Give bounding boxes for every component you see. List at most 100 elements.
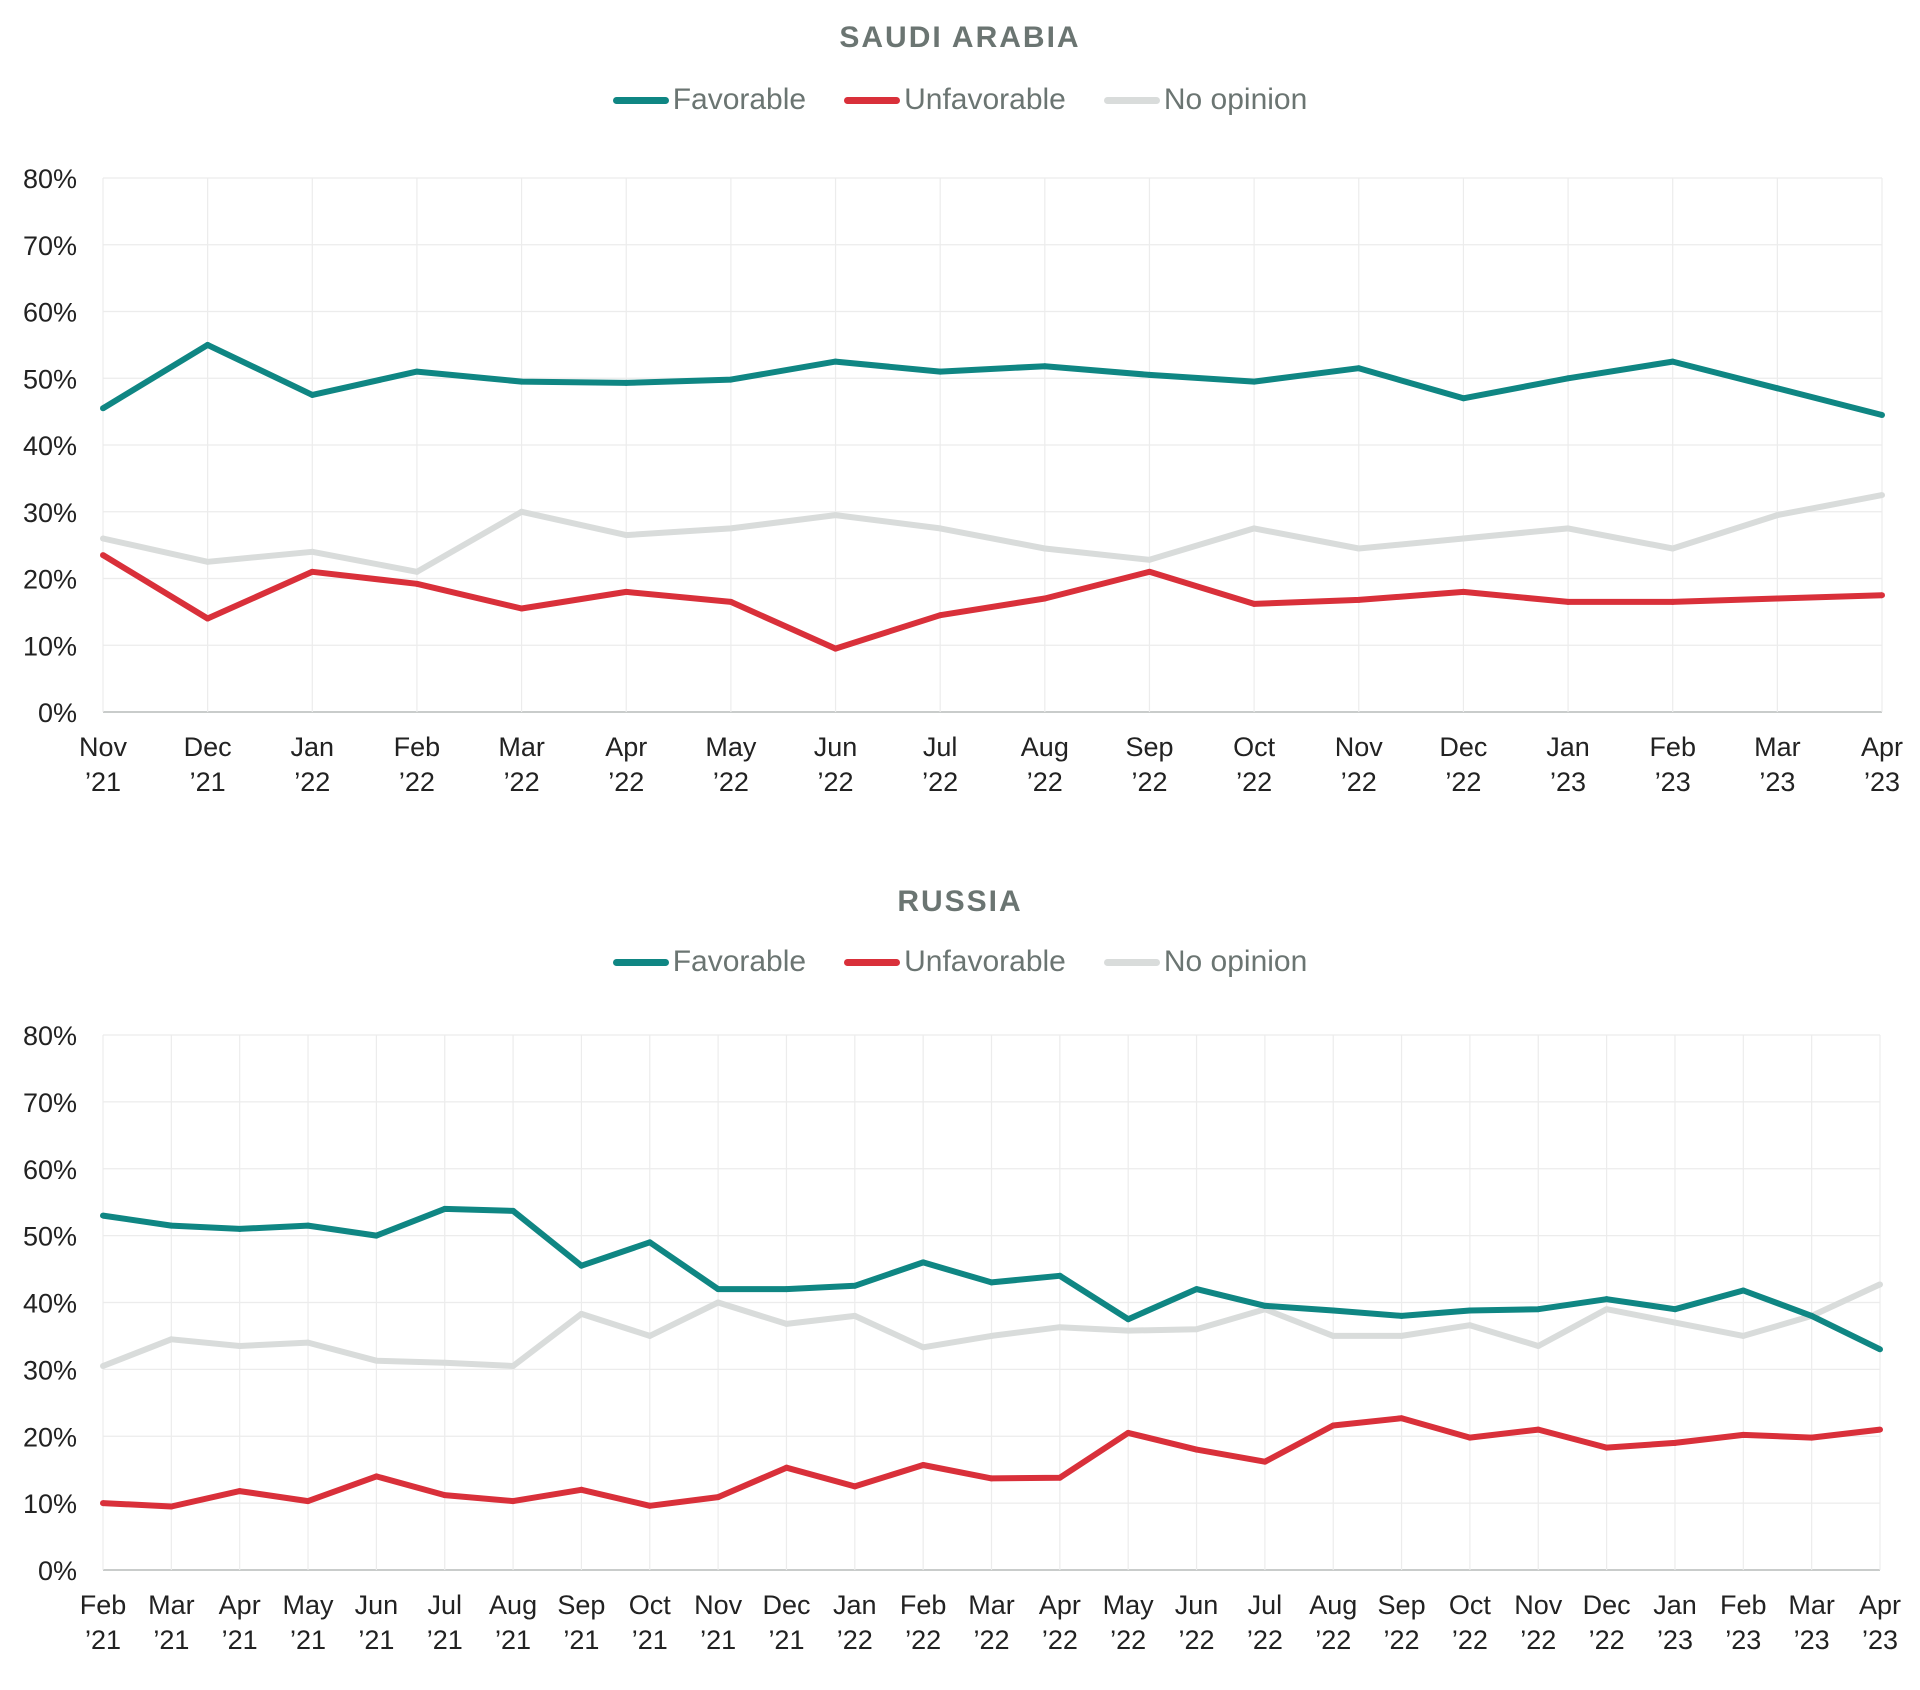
data-point-no-opinion — [920, 1344, 927, 1351]
data-point-no-opinion — [1740, 1332, 1747, 1339]
data-point-favorable — [305, 1222, 312, 1229]
y-tick-label: 30% — [23, 1355, 77, 1385]
data-point-favorable — [1125, 1316, 1132, 1323]
legend-item-favorable: Favorable — [612, 945, 807, 979]
data-point-favorable — [100, 1212, 106, 1219]
data-point-no-opinion — [578, 1310, 585, 1317]
x-tick-label-year: ’22 — [399, 767, 435, 797]
y-tick-label: 30% — [23, 498, 77, 528]
legend-label-favorable: Favorable — [672, 945, 807, 978]
data-point-favorable — [988, 1279, 995, 1286]
y-tick-label: 20% — [23, 565, 77, 595]
x-tick-label-year: ’21 — [427, 1625, 463, 1655]
data-point-favorable — [204, 341, 211, 348]
x-tick-label-year: ’22 — [504, 767, 540, 797]
data-point-no-opinion — [832, 512, 839, 519]
data-point-favorable — [510, 1207, 517, 1214]
y-tick-label: 40% — [23, 1289, 77, 1319]
x-tick-label-year: ’22 — [608, 767, 644, 797]
x-tick-label-month: Jan — [833, 1590, 877, 1620]
data-point-unfavorable — [1146, 568, 1153, 575]
x-tick-label-month: May — [283, 1590, 335, 1620]
data-point-favorable — [1041, 363, 1048, 370]
chart-panel-saudi-arabia: SAUDI ARABIA Favorable Unfavorable No op… — [0, 0, 1920, 840]
data-point-no-opinion — [1193, 1326, 1200, 1333]
data-point-unfavorable — [1330, 1422, 1337, 1429]
data-point-favorable — [1877, 1346, 1883, 1353]
legend-swatch-no-opinion — [1103, 96, 1160, 104]
data-point-unfavorable — [646, 1502, 653, 1509]
y-tick-label: 50% — [23, 364, 77, 394]
x-tick-label-year: ’21 — [222, 1625, 258, 1655]
data-point-favorable — [1056, 1272, 1063, 1279]
data-point-no-opinion — [1125, 1327, 1132, 1334]
x-tick-label-year: ’21 — [632, 1625, 668, 1655]
data-point-favorable — [623, 379, 630, 386]
data-point-unfavorable — [441, 1492, 448, 1499]
x-tick-label-month: Feb — [394, 732, 441, 762]
data-point-no-opinion — [168, 1336, 175, 1343]
legend-label-unfavorable: Unfavorable — [904, 83, 1066, 116]
data-point-favorable — [168, 1222, 175, 1229]
data-point-no-opinion — [988, 1332, 995, 1339]
y-tick-label: 10% — [23, 631, 77, 661]
data-point-no-opinion — [510, 1363, 517, 1370]
data-point-unfavorable — [937, 612, 944, 619]
data-point-no-opinion — [1879, 492, 1885, 499]
series-line-unfavorable — [101, 552, 1883, 652]
data-point-no-opinion — [518, 508, 525, 515]
y-tick-label: 20% — [23, 1422, 77, 1452]
x-tick-label-year: ’22 — [1236, 767, 1272, 797]
legend-swatch-no-opinion — [1103, 958, 1160, 966]
x-tick-label-month: Apr — [1859, 1590, 1901, 1620]
legend-swatch-favorable — [612, 958, 669, 966]
data-point-no-opinion — [100, 1363, 106, 1370]
x-tick-label-year: ’21 — [495, 1625, 531, 1655]
legend-item-unfavorable: Unfavorable — [844, 83, 1066, 117]
x-tick-label-month: Jul — [427, 1590, 462, 1620]
data-point-favorable — [236, 1225, 243, 1232]
data-point-favorable — [100, 405, 106, 412]
data-point-unfavorable — [305, 1498, 312, 1505]
data-point-unfavorable — [1669, 598, 1676, 605]
data-point-unfavorable — [1877, 1426, 1883, 1433]
data-point-favorable — [1146, 371, 1153, 378]
x-tick-label-month: Apr — [1861, 732, 1903, 762]
data-point-no-opinion — [309, 548, 316, 555]
data-point-no-opinion — [305, 1339, 312, 1346]
x-tick-label-year: ’21 — [85, 767, 121, 797]
data-point-unfavorable — [1774, 595, 1781, 602]
data-point-favorable — [832, 358, 839, 365]
x-tick-label-year: ’21 — [85, 1625, 121, 1655]
legend-item-no-opinion: No opinion — [1103, 945, 1307, 979]
x-tick-label-month: Aug — [1309, 1590, 1357, 1620]
legend-item-no-opinion: No opinion — [1103, 83, 1307, 117]
data-point-no-opinion — [1669, 545, 1676, 552]
legend-item-unfavorable: Unfavorable — [844, 945, 1066, 979]
data-point-unfavorable — [1466, 1434, 1473, 1441]
data-point-unfavorable — [1671, 1439, 1678, 1446]
x-tick-label-month: Dec — [184, 732, 232, 762]
x-tick-label-month: Sep — [1378, 1590, 1426, 1620]
data-point-unfavorable — [1565, 598, 1572, 605]
data-point-favorable — [1466, 1307, 1473, 1314]
x-tick-label-year: ’22 — [1131, 767, 1167, 797]
x-tick-label-month: Jul — [923, 732, 958, 762]
x-tick-label-month: Oct — [1233, 732, 1276, 762]
x-tick-label-year: ’22 — [1247, 1625, 1283, 1655]
data-point-favorable — [441, 1205, 448, 1212]
data-point-unfavorable — [832, 645, 839, 652]
data-point-favorable — [309, 391, 316, 398]
y-tick-label: 70% — [23, 231, 77, 261]
x-tick-label-month: Sep — [557, 1590, 605, 1620]
data-point-unfavorable — [204, 615, 211, 622]
x-tick-label-year: ’21 — [358, 1625, 394, 1655]
data-point-unfavorable — [100, 1500, 106, 1507]
data-point-unfavorable — [1603, 1444, 1610, 1451]
x-tick-label-year: ’22 — [1315, 1625, 1351, 1655]
data-point-unfavorable — [1355, 596, 1362, 603]
data-point-unfavorable — [236, 1488, 243, 1495]
data-point-no-opinion — [1603, 1306, 1610, 1313]
y-tick-label: 40% — [23, 431, 77, 461]
x-tick-label-year: ’23 — [1794, 1625, 1830, 1655]
